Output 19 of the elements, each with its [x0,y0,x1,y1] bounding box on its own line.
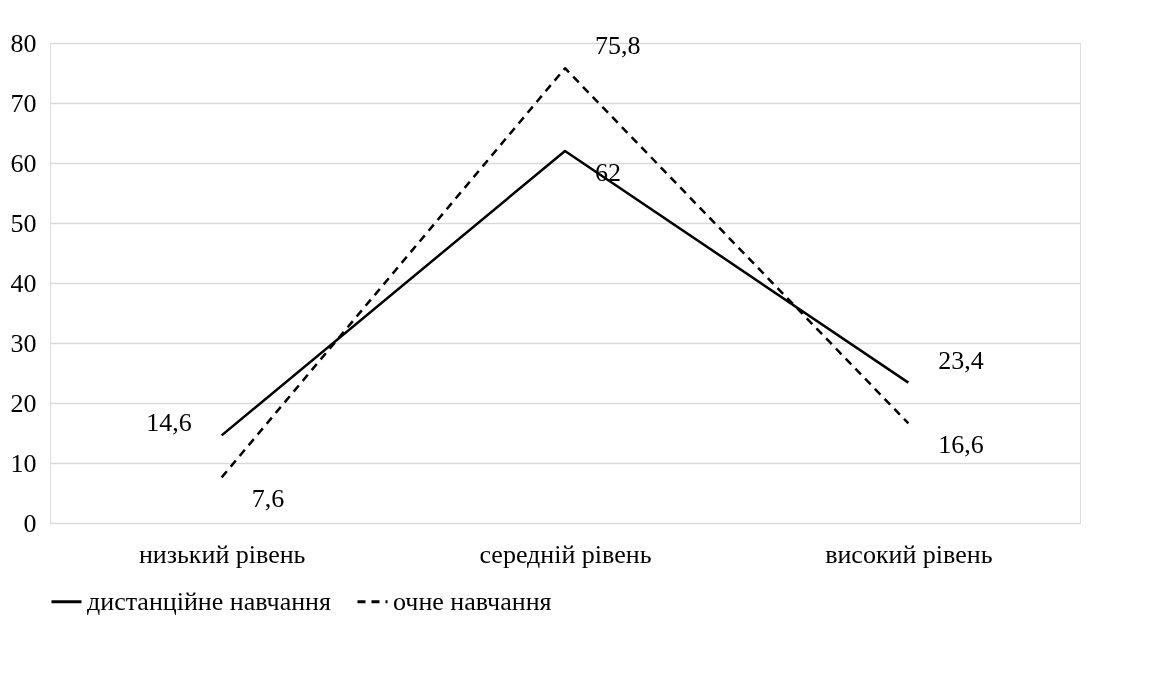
data-label: 7,6 [251,484,285,514]
legend-label: очне навчання [393,586,552,616]
y-tick-label: 20 [10,388,37,418]
data-label: 75,8 [595,31,641,61]
data-label: 14,6 [146,408,192,438]
x-tick-label: середній рівень [479,539,652,569]
data-label: 23,4 [938,345,984,375]
y-tick-label: 40 [10,268,37,298]
y-tick-label: 60 [10,148,37,178]
y-tick-label: 80 [10,28,37,58]
legend-label: дистанційне навчання [87,586,332,616]
x-tick-label: низький рівень [138,539,306,569]
y-tick-label: 0 [23,508,37,538]
y-tick-label: 70 [10,88,37,118]
y-tick-label: 10 [10,448,37,478]
x-tick-label: високий рівень [825,539,993,569]
data-label: 16,6 [938,430,984,460]
y-tick-label: 30 [10,328,37,358]
y-tick-label: 50 [10,208,37,238]
